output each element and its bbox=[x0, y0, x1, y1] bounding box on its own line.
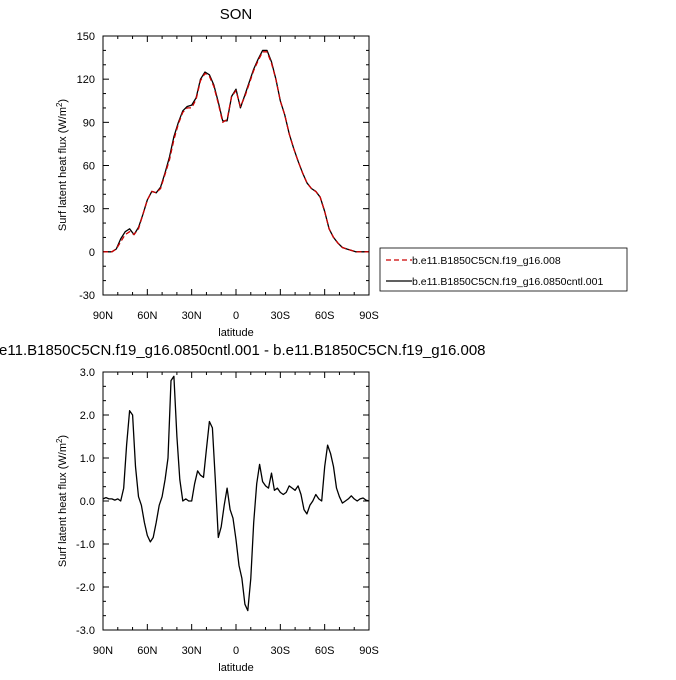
top-ytick-label: 0 bbox=[89, 247, 95, 259]
bottom-ytick-label: 0.0 bbox=[80, 496, 95, 508]
top-xtick-label: 30N bbox=[182, 310, 202, 322]
legend-box bbox=[379, 247, 628, 292]
bottom-y-axis-label-sup: 2 bbox=[55, 438, 64, 443]
top-xtick-label: 30S bbox=[271, 310, 291, 322]
bottom-ytick-label: 1.0 bbox=[80, 453, 95, 465]
bottom-xtick-label: 30N bbox=[182, 645, 202, 657]
bottom-xtick-label: 30S bbox=[271, 645, 291, 657]
bottom-ytick-label: -3.0 bbox=[76, 625, 95, 637]
top-chart-title: SON bbox=[220, 6, 253, 23]
top-x-axis-label: latitude bbox=[218, 327, 253, 339]
legend-label-series-2: b.e11.B1850C5CN.f19_g16.0850cntl.001 bbox=[412, 276, 603, 288]
bottom-plot-frame bbox=[102, 371, 370, 631]
bottom-ytick-label: 2.0 bbox=[80, 410, 95, 422]
top-axis-ticks bbox=[102, 35, 370, 296]
bottom-panel: b.e11.B1850C5CN.f19_g16.0850cntl.001 - b… bbox=[0, 342, 485, 674]
bottom-xtick-label: 90N bbox=[93, 645, 113, 657]
bottom-xtick-label: 90S bbox=[359, 645, 379, 657]
bottom-xtick-label: 60S bbox=[315, 645, 335, 657]
top-xtick-label: 60S bbox=[315, 310, 335, 322]
top-xtick-label: 90S bbox=[359, 310, 379, 322]
legend-label-series-1: b.e11.B1850C5CN.f19_g16.008 bbox=[412, 255, 561, 267]
bottom-y-axis-label-close: ) bbox=[57, 435, 69, 439]
bottom-series-layer bbox=[102, 375, 370, 612]
top-ytick-label: 30 bbox=[83, 204, 95, 216]
top-ytick-label: 120 bbox=[77, 74, 95, 86]
top-ytick-label: 150 bbox=[77, 31, 95, 43]
top-y-axis-label-sup: 2 bbox=[55, 102, 64, 107]
top-tick-labels: -30 0 30 60 90 120 150 90N 60N 30N 0 30S 60S 90S bbox=[77, 31, 379, 322]
top-series-2-line bbox=[103, 49, 369, 253]
legend: b.e11.B1850C5CN.f19_g16.008 b.e11.B1850C… bbox=[379, 247, 628, 292]
bottom-ytick-label: 3.0 bbox=[80, 367, 95, 379]
bottom-chart-title: b.e11.B1850C5CN.f19_g16.0850cntl.001 - b… bbox=[0, 342, 485, 359]
top-series-1-line bbox=[103, 51, 369, 253]
top-plot-frame bbox=[102, 35, 370, 296]
bottom-tick-labels: -3.0 -2.0 -1.0 0.0 1.0 2.0 3.0 90N 60N 30N 0 30S 60S… bbox=[76, 367, 379, 657]
top-ytick-label: 60 bbox=[83, 161, 95, 173]
top-xtick-label: 60N bbox=[137, 310, 157, 322]
top-y-axis-label: Surf latent heat flux (W/m2) bbox=[55, 99, 69, 231]
bottom-ytick-label: -1.0 bbox=[76, 539, 95, 551]
bottom-ytick-label: -2.0 bbox=[76, 582, 95, 594]
top-xtick-label: 0 bbox=[233, 310, 239, 322]
bottom-axis-ticks bbox=[102, 371, 370, 631]
top-y-axis-label-main: Surf latent heat flux (W/m bbox=[57, 107, 69, 231]
bottom-xtick-label: 60N bbox=[137, 645, 157, 657]
top-ytick-label: 90 bbox=[83, 117, 95, 129]
bottom-series-1-line bbox=[102, 375, 370, 612]
bottom-x-axis-label: latitude bbox=[218, 662, 253, 674]
bottom-y-axis-label-main: Surf latent heat flux (W/m bbox=[57, 443, 69, 567]
top-ytick-label: -30 bbox=[79, 290, 95, 302]
bottom-y-axis-label: Surf latent heat flux (W/m2) bbox=[55, 435, 69, 567]
top-xtick-label: 90N bbox=[93, 310, 113, 322]
top-series-layer bbox=[103, 49, 369, 253]
top-y-axis-label-close: ) bbox=[57, 99, 69, 103]
bottom-xtick-label: 0 bbox=[233, 645, 239, 657]
